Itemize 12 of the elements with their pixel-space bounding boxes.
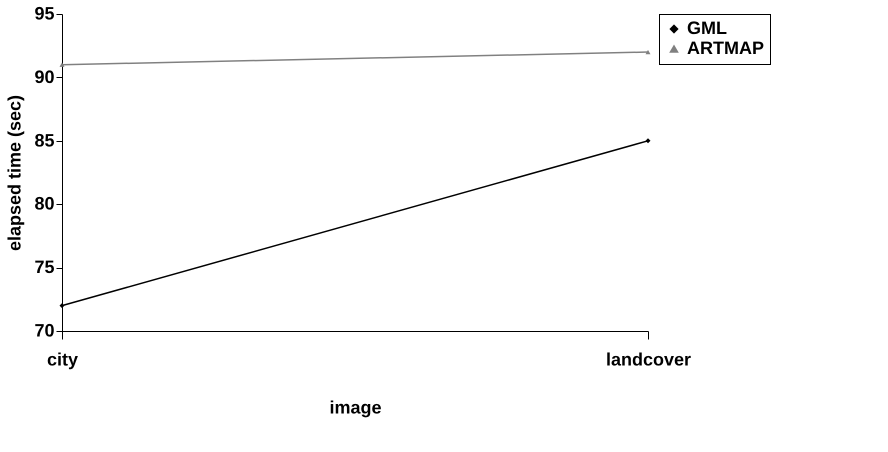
legend-label: ARTMAP xyxy=(687,38,764,58)
x-tick-label: landcover xyxy=(606,350,692,370)
y-tick-label: 80 xyxy=(34,194,54,214)
y-tick-label: 85 xyxy=(34,130,54,150)
y-tick-label: 75 xyxy=(34,257,54,278)
x-axis-title: image xyxy=(329,398,382,418)
y-axis-title: elapsed time (sec) xyxy=(4,94,24,252)
y-tick-label: 95 xyxy=(34,4,54,24)
y-tick-label: 90 xyxy=(34,66,54,87)
y-tick-label: 70 xyxy=(34,320,54,340)
legend-label: GML xyxy=(687,18,727,38)
x-tick-label: city xyxy=(46,350,78,370)
